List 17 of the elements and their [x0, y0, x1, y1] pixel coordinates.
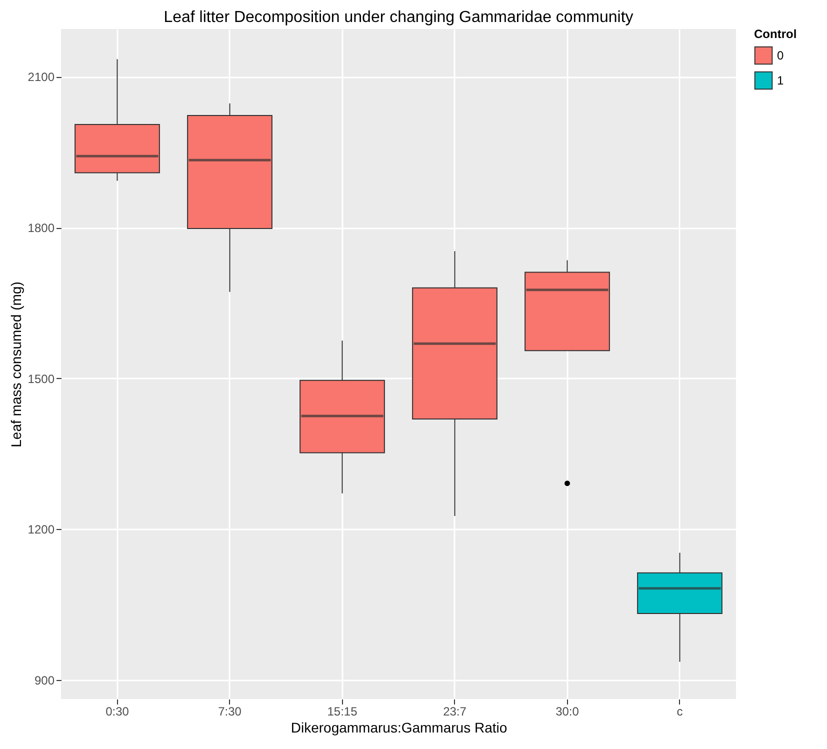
x-tick-label: 23:7	[443, 704, 467, 718]
y-tick-label: 1800	[28, 221, 55, 236]
x-tick-label: 30:0	[556, 704, 580, 718]
x-axis-title: Dikerogammarus:Gammarus Ratio	[290, 720, 508, 736]
x-tick-label: 15:15	[327, 704, 358, 718]
y-tick-label: 1500	[28, 372, 55, 386]
y-tick-label: 900	[34, 673, 55, 688]
chart-title: Leaf litter Decomposition under changing Gammaridae community	[164, 9, 634, 26]
x-tick-label: c	[676, 704, 683, 718]
legend-title: Control	[754, 27, 797, 41]
y-tick-label: 2100	[28, 70, 55, 84]
y-axis-title: Leaf mass consumed (mg)	[8, 282, 24, 448]
y-tick-label: 1200	[28, 522, 55, 537]
legend-label: 0	[777, 48, 784, 62]
x-tick-label: 7:30	[218, 704, 242, 718]
legend-label: 1	[777, 74, 784, 88]
x-tick-label: 0:30	[106, 704, 130, 718]
